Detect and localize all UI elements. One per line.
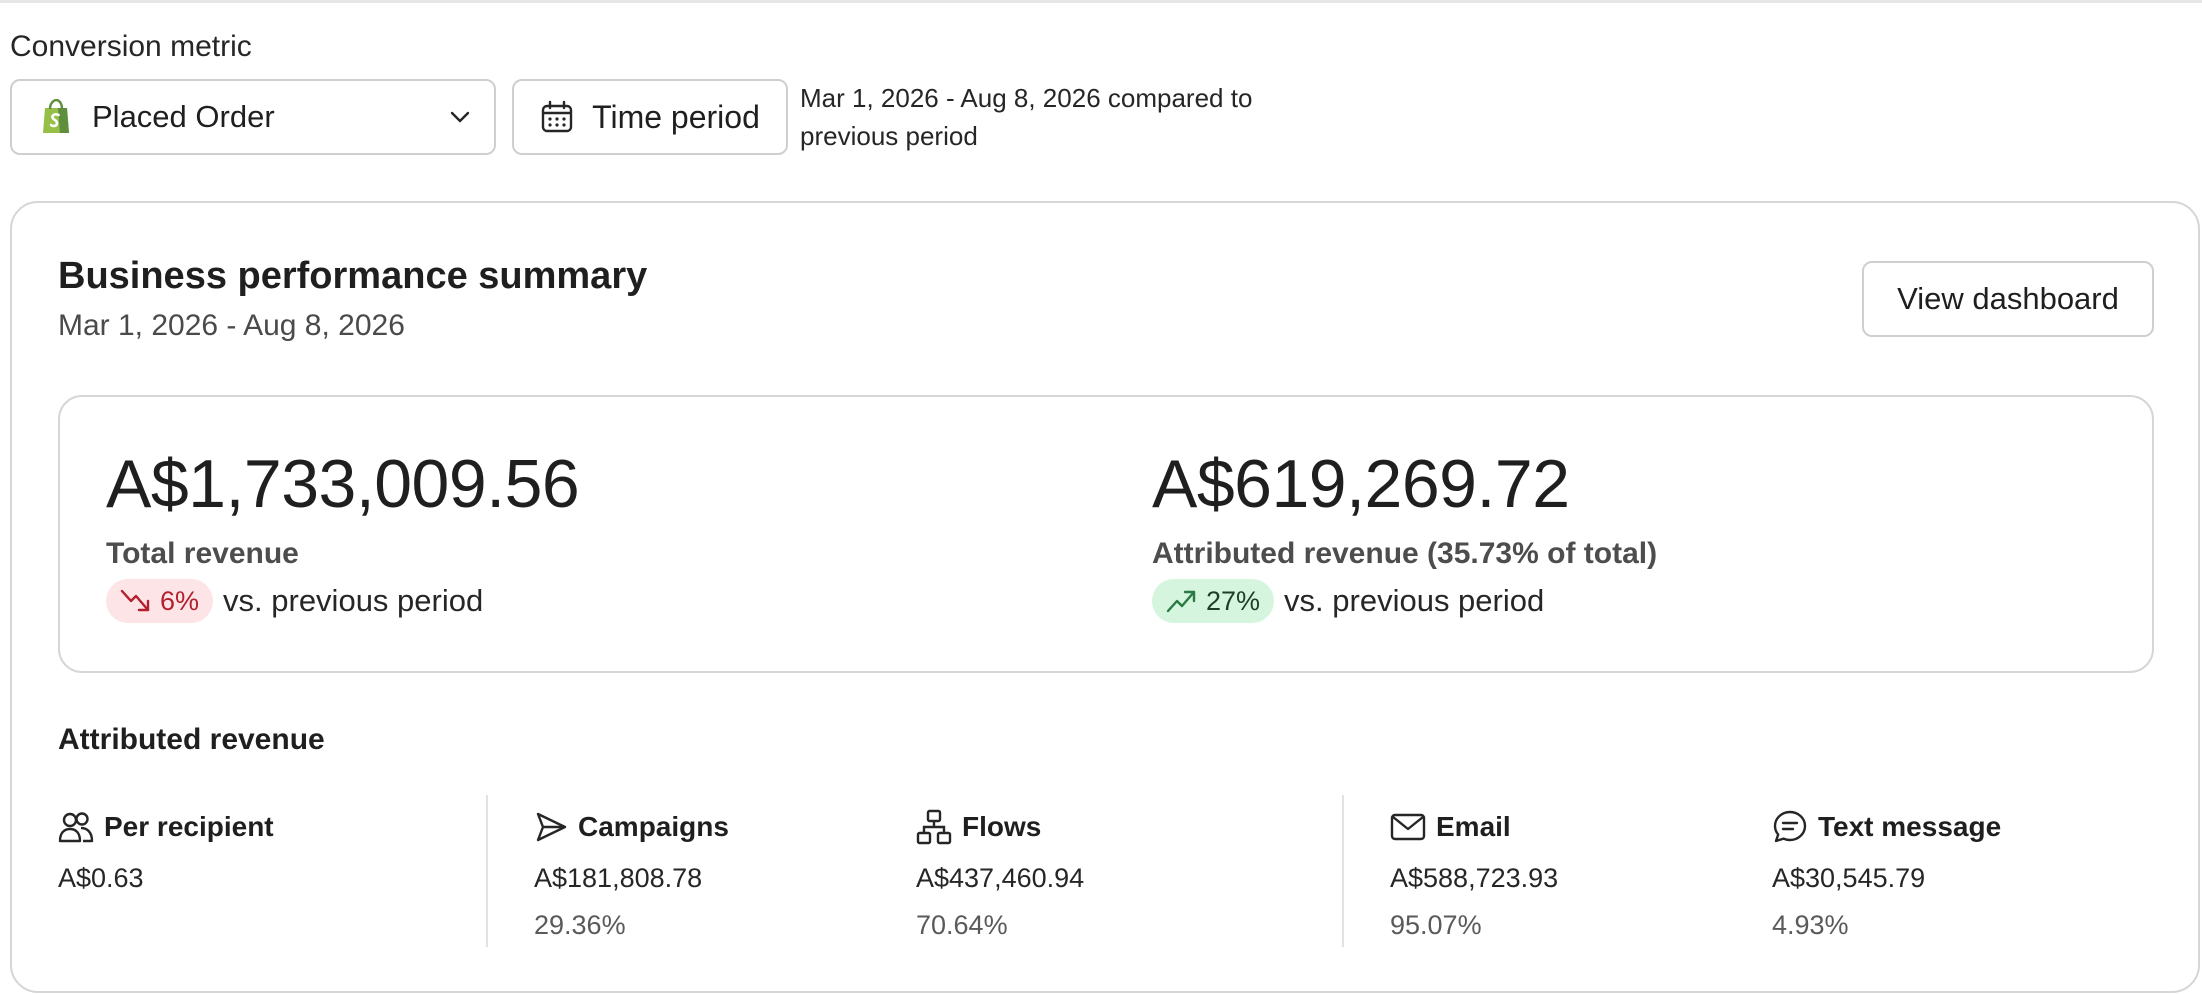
trend-down-icon xyxy=(120,587,152,615)
time-period-label: Time period xyxy=(592,98,760,135)
column-percent: 29.36% xyxy=(534,910,626,940)
text-message-column: Text message A$30,545.79 4.93% xyxy=(1772,807,2001,941)
per-recipient-header: Per recipient xyxy=(58,807,274,847)
attributed-revenue-value: A$619,269.72 xyxy=(1152,446,1570,522)
column-percent: 4.93% xyxy=(1772,910,1849,940)
mail-icon xyxy=(1390,812,1426,842)
revenue-metrics-box: A$1,733,009.56 Total revenue 6% vs. prev… xyxy=(58,395,2154,673)
campaigns-header: Campaigns xyxy=(534,807,729,847)
period-comparison-text: Mar 1, 2026 - Aug 8, 2026 compared to pr… xyxy=(800,83,1253,151)
column-percent: 95.07% xyxy=(1390,910,1482,940)
column-label: Email xyxy=(1436,811,1511,842)
flows-header: Flows xyxy=(916,807,1084,847)
column-label: Text message xyxy=(1818,811,2002,842)
chat-icon xyxy=(1772,809,1808,845)
flows-column: Flows A$437,460.94 70.64% xyxy=(916,807,1084,941)
column-amount: A$437,460.94 xyxy=(916,863,1085,893)
column-amount: A$588,723.93 xyxy=(1390,863,1559,893)
column-divider xyxy=(486,795,488,947)
trend-up-icon xyxy=(1166,587,1198,615)
column-percent: 70.64% xyxy=(916,910,1008,940)
campaigns-column: Campaigns A$181,808.78 29.36% xyxy=(534,807,729,941)
attributed-revenue-label: Attributed revenue (35.73% of total) xyxy=(1152,537,1658,570)
attributed-revenue-change: 27% vs. previous period xyxy=(1152,579,1657,623)
total-revenue-label: Total revenue xyxy=(106,537,299,570)
conversion-metric-select[interactable]: Placed Order xyxy=(10,79,496,155)
vs-previous-label: vs. previous period xyxy=(223,583,484,618)
change-percent: 27% xyxy=(1206,585,1261,616)
chevron-down-icon xyxy=(450,111,470,123)
text-message-header: Text message xyxy=(1772,807,2001,847)
total-revenue-metric: A$1,733,009.56 Total revenue 6% vs. prev… xyxy=(106,445,580,623)
change-down-badge: 6% xyxy=(106,579,214,623)
metric-select-value: Placed Order xyxy=(92,99,275,134)
view-dashboard-button[interactable]: View dashboard xyxy=(1862,261,2154,337)
column-label: Flows xyxy=(962,811,1042,842)
time-period-button[interactable]: Time period xyxy=(512,79,788,155)
change-up-badge: 27% xyxy=(1152,579,1275,623)
change-percent: 6% xyxy=(160,585,200,616)
conversion-metric-label: Conversion metric xyxy=(10,30,252,63)
send-icon xyxy=(534,810,568,844)
shopify-bag-icon xyxy=(40,99,72,135)
total-revenue-change: 6% vs. previous period xyxy=(106,579,579,623)
vs-previous-label: vs. previous period xyxy=(1284,583,1545,618)
column-amount: A$0.63 xyxy=(58,863,144,893)
column-divider xyxy=(1342,795,1344,947)
filter-row: Placed Order Time period Mar 1, 2026 - A… xyxy=(10,79,1340,155)
total-revenue-value: A$1,733,009.56 xyxy=(106,446,580,522)
card-date-range: Mar 1, 2026 - Aug 8, 2026 xyxy=(58,309,405,342)
per-recipient-column: Per recipient A$0.63 xyxy=(58,807,274,894)
attributed-revenue-metric: A$619,269.72 Attributed revenue (35.73% … xyxy=(1152,445,1657,623)
column-label: Per recipient xyxy=(104,811,274,842)
people-icon xyxy=(58,810,94,844)
calendar-icon xyxy=(540,100,574,134)
flow-icon xyxy=(916,809,952,845)
column-amount: A$30,545.79 xyxy=(1772,863,1926,893)
email-column: Email A$588,723.93 95.07% xyxy=(1390,807,1558,941)
top-divider xyxy=(0,0,2202,3)
attributed-revenue-title: Attributed revenue xyxy=(58,723,325,756)
card-title: Business performance summary xyxy=(58,255,648,297)
email-header: Email xyxy=(1390,807,1558,847)
column-label: Campaigns xyxy=(578,811,729,842)
business-summary-card: Business performance summary Mar 1, 2026… xyxy=(10,201,2200,993)
column-amount: A$181,808.78 xyxy=(534,863,703,893)
